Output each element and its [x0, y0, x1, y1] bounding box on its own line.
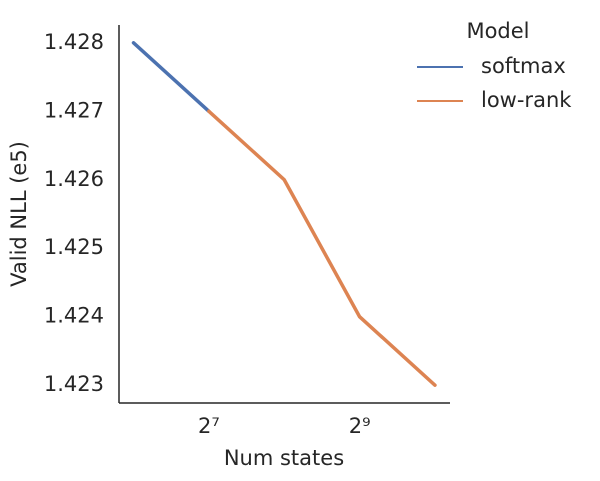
legend-title: Model — [466, 19, 529, 43]
line — [131, 41, 211, 114]
y-tick-label: 1.426 — [44, 167, 104, 191]
y-tick-label: 1.427 — [44, 98, 104, 122]
x-axis-label: Num states — [224, 446, 344, 470]
y-tick-label: 1.424 — [44, 304, 104, 328]
y-axis-label: Valid NLL (e5) — [7, 141, 31, 287]
x-tick-label: 2⁷ — [198, 414, 220, 438]
line — [207, 109, 437, 387]
x-tick-label: 2⁹ — [349, 414, 371, 438]
legend-label: softmax — [481, 54, 566, 78]
y-tick-label: 1.428 — [44, 30, 104, 54]
y-tick-label: 1.423 — [44, 372, 104, 396]
legend-label: low-rank — [481, 88, 572, 112]
y-tick-label: 1.425 — [44, 235, 104, 259]
